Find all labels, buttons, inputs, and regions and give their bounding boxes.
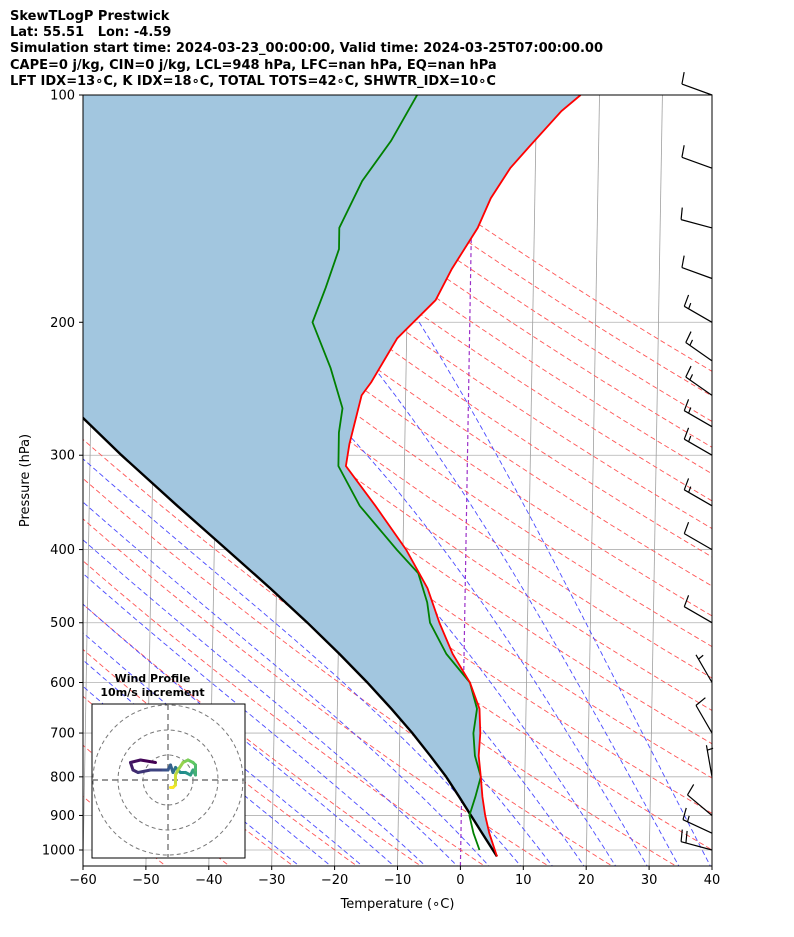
hodograph-segment — [139, 758, 157, 764]
wind-barb — [680, 829, 713, 851]
wind-barb — [683, 595, 713, 624]
isotherm-line — [775, 95, 788, 866]
dry-adiabat — [83, 135, 712, 587]
x-axis-label: Temperature (∘C) — [340, 897, 455, 912]
wind-barb — [682, 807, 713, 834]
dry-adiabat — [133, 95, 712, 502]
x-tick-label: 20 — [578, 873, 595, 888]
x-tick-label: 10 — [515, 873, 532, 888]
wind-barb — [683, 399, 713, 428]
moist-adiabat — [83, 347, 585, 866]
wind-barb — [686, 784, 713, 816]
hodograph-title: Wind Profile — [115, 672, 191, 685]
dry-adiabat — [83, 477, 613, 866]
isotherm-line — [585, 95, 600, 866]
chart-header: SkewTLogP Prestwick Lat: 55.51 Lon: -4.59… — [10, 9, 603, 90]
isotherm-line — [711, 842, 712, 866]
parcel-line — [83, 416, 499, 858]
y-tick-label: 600 — [50, 676, 75, 691]
dry-adiabat — [198, 95, 712, 448]
x-tick-label: −60 — [69, 873, 96, 888]
wind-barb — [685, 331, 713, 362]
hodograph-subtitle: 10m/s increment — [100, 686, 204, 699]
y-tick-label: 400 — [50, 543, 75, 558]
temperature-line — [344, 95, 582, 857]
x-tick-label: −30 — [258, 873, 285, 888]
dry-adiabat — [83, 648, 358, 866]
wind-barb — [683, 521, 713, 551]
y-tick-label: 700 — [50, 727, 75, 742]
wind-barb — [681, 71, 713, 96]
hodograph-segment — [176, 761, 185, 772]
x-tick-label: −20 — [321, 873, 348, 888]
x-tick-label: −10 — [384, 873, 411, 888]
moist-adiabat — [83, 659, 332, 866]
isotherm-line — [522, 95, 538, 866]
dry-adiabat — [231, 95, 712, 422]
y-tick-label: 900 — [50, 809, 75, 824]
cape-shading — [83, 95, 581, 857]
moist-adiabat — [103, 95, 680, 866]
y-tick-label: 100 — [50, 89, 75, 104]
wind-barb — [681, 255, 713, 280]
x-tick-label: −40 — [195, 873, 222, 888]
y-axis-label: Pressure (hPa) — [18, 434, 33, 527]
wind-barb — [683, 294, 713, 323]
moist-adiabat — [83, 501, 490, 866]
dry-adiabat — [83, 106, 712, 558]
cape-fill-layer — [83, 95, 581, 857]
x-tick-label: 0 — [456, 873, 464, 888]
wind-barb — [685, 365, 713, 396]
chart-title: SkewTLogP Prestwick — [10, 9, 170, 24]
wind-barb — [681, 145, 713, 169]
profile-layer — [83, 95, 582, 858]
indices-line-2: LFT IDX=13∘C, K IDX=18∘C, TOTAL TOTS=42∘… — [10, 73, 496, 89]
y-tick-label: 800 — [50, 770, 75, 785]
wind-barb — [683, 427, 713, 456]
isotherm-line — [648, 95, 663, 866]
moist-adiabat — [83, 572, 427, 866]
y-tick-label: 300 — [50, 449, 75, 464]
axes: −60 −50 −40 −30 −20 −10 0 10 20 30 40 100 200 300 400 5… — [18, 89, 720, 913]
wind-barb — [695, 654, 713, 683]
moist-adiabat — [83, 539, 458, 866]
y-tick-label: 500 — [50, 616, 75, 631]
wind-barb — [695, 697, 713, 734]
time-line: Simulation start time: 2024-03-23_00:00:… — [10, 41, 603, 57]
hodograph-segment — [129, 758, 142, 764]
x-tick-label: 30 — [641, 873, 658, 888]
y-tick-label: 1000 — [42, 844, 75, 859]
dry-adiabat — [83, 560, 486, 866]
x-tick-label: −50 — [132, 873, 159, 888]
wind-barb — [683, 478, 713, 507]
indices-line-1: CAPE=0 j/kg, CIN=0 j/kg, LCL=948 hPa, LF… — [10, 57, 497, 73]
y-tick-label: 200 — [50, 316, 75, 331]
wind-barb — [680, 207, 713, 229]
hodograph-segment — [136, 768, 152, 774]
x-tick-label: 40 — [704, 873, 721, 888]
dry-adiabat — [83, 603, 422, 866]
moist-adiabat — [83, 685, 300, 866]
location-line: Lat: 55.51 Lon: -4.59 — [10, 25, 172, 41]
